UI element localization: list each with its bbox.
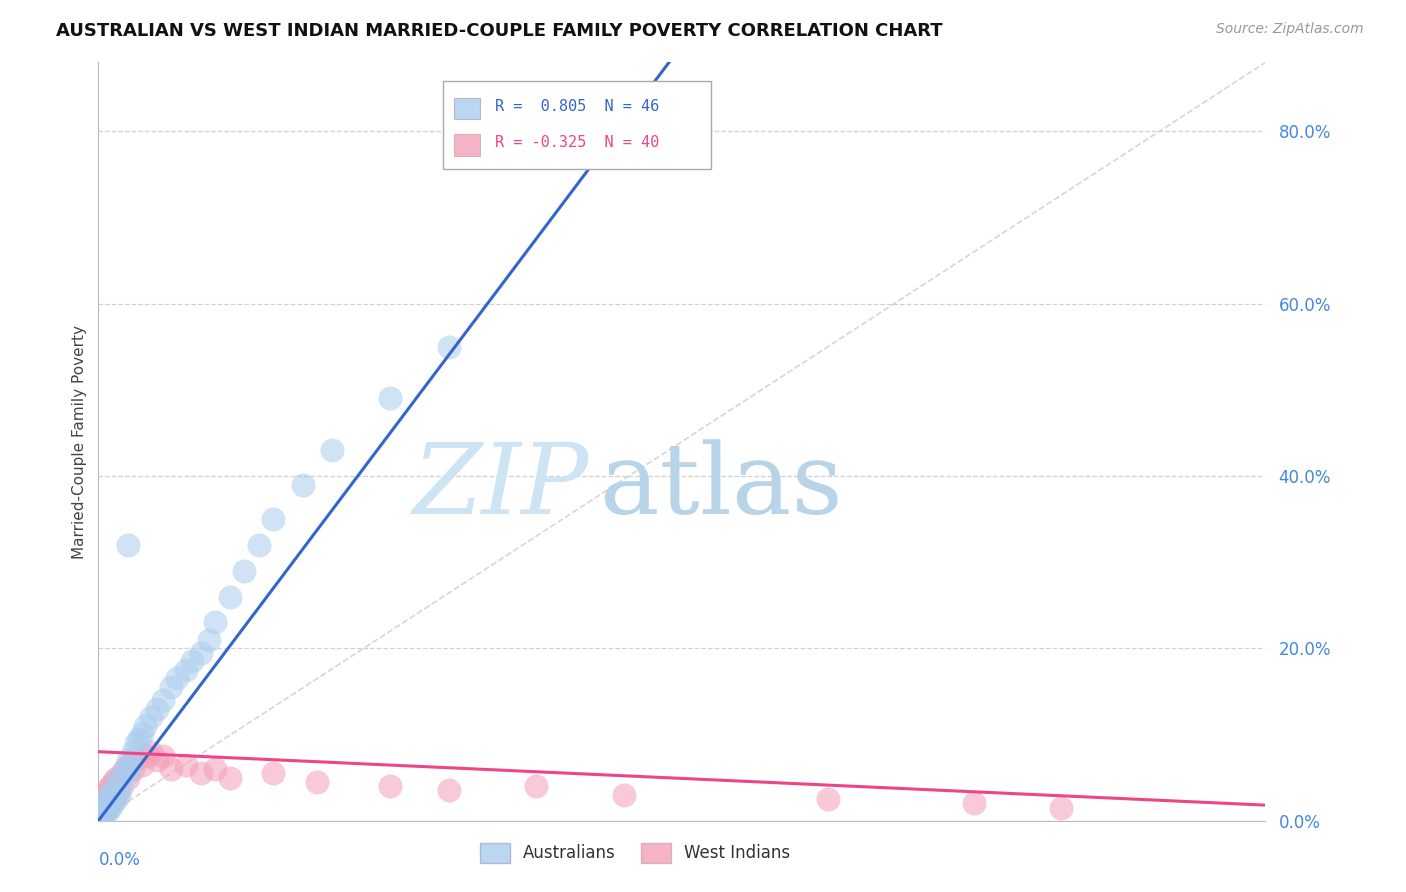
Point	[166, 672, 188, 686]
Point	[114, 762, 136, 776]
Point	[190, 646, 212, 660]
Text: ZIP: ZIP	[412, 440, 589, 534]
Point	[101, 783, 124, 797]
Point	[612, 788, 634, 802]
Point	[111, 779, 134, 793]
Point	[111, 766, 134, 780]
Point	[87, 814, 110, 828]
Point	[262, 512, 284, 526]
Point	[146, 701, 169, 715]
FancyBboxPatch shape	[443, 81, 711, 169]
Point	[198, 632, 221, 647]
Point	[233, 564, 256, 578]
Point	[125, 753, 148, 767]
Point	[122, 745, 145, 759]
Point	[117, 771, 139, 785]
Point	[218, 771, 240, 785]
Point	[136, 749, 159, 764]
Point	[104, 779, 127, 793]
Point	[321, 443, 343, 458]
Point	[87, 797, 110, 811]
Point	[98, 779, 121, 793]
Point	[90, 809, 112, 823]
Point	[93, 805, 115, 819]
Point	[131, 727, 153, 741]
Point	[96, 783, 118, 797]
Point	[437, 340, 460, 354]
Point	[104, 788, 127, 802]
Point	[90, 801, 112, 815]
Point	[108, 771, 131, 785]
Point	[87, 809, 110, 823]
Point	[96, 801, 118, 815]
Y-axis label: Married-Couple Family Poverty: Married-Couple Family Poverty	[72, 325, 87, 558]
Point	[101, 797, 124, 811]
Point	[131, 757, 153, 772]
Point	[117, 757, 139, 772]
Point	[380, 779, 402, 793]
Point	[104, 771, 127, 785]
Point	[98, 801, 121, 815]
FancyBboxPatch shape	[454, 97, 479, 120]
Point	[101, 775, 124, 789]
Point	[128, 731, 150, 746]
Text: atlas: atlas	[600, 439, 844, 535]
Point	[117, 538, 139, 552]
Point	[152, 693, 174, 707]
Point	[139, 745, 162, 759]
Point	[96, 805, 118, 819]
Point	[291, 477, 314, 491]
Point	[146, 753, 169, 767]
Point	[120, 757, 142, 772]
Point	[134, 719, 156, 733]
Point	[204, 762, 226, 776]
Point	[117, 766, 139, 780]
Point	[96, 792, 118, 806]
Point	[817, 792, 839, 806]
Point	[114, 762, 136, 776]
Point	[152, 749, 174, 764]
Text: Source: ZipAtlas.com: Source: ZipAtlas.com	[1216, 22, 1364, 37]
Point	[139, 710, 162, 724]
Point	[90, 792, 112, 806]
Point	[98, 797, 121, 811]
Point	[87, 814, 110, 828]
Point	[108, 788, 131, 802]
Point	[174, 663, 197, 677]
Point	[125, 736, 148, 750]
Point	[204, 615, 226, 630]
Point	[160, 680, 183, 694]
Point	[108, 783, 131, 797]
Point	[180, 654, 202, 668]
Point	[93, 788, 115, 802]
Point	[122, 762, 145, 776]
Point	[524, 779, 547, 793]
Legend: Australians, West Indians: Australians, West Indians	[474, 837, 797, 869]
Point	[307, 775, 329, 789]
Point	[98, 788, 121, 802]
Point	[101, 792, 124, 806]
Point	[218, 590, 240, 604]
Point	[1050, 801, 1073, 815]
Point	[160, 762, 183, 776]
Point	[262, 766, 284, 780]
Text: 0.0%: 0.0%	[98, 851, 141, 869]
Point	[90, 809, 112, 823]
Point	[87, 805, 110, 819]
FancyBboxPatch shape	[454, 134, 479, 156]
Point	[174, 757, 197, 772]
Point	[93, 806, 115, 821]
Point	[437, 783, 460, 797]
Text: R =  0.805  N = 46: R = 0.805 N = 46	[495, 99, 659, 114]
Point	[117, 753, 139, 767]
Point	[93, 797, 115, 811]
Text: AUSTRALIAN VS WEST INDIAN MARRIED-COUPLE FAMILY POVERTY CORRELATION CHART: AUSTRALIAN VS WEST INDIAN MARRIED-COUPLE…	[56, 22, 943, 40]
Point	[247, 538, 270, 552]
Point	[190, 766, 212, 780]
Point	[104, 792, 127, 806]
Text: R = -0.325  N = 40: R = -0.325 N = 40	[495, 135, 659, 150]
Point	[380, 392, 402, 406]
Point	[962, 797, 984, 811]
